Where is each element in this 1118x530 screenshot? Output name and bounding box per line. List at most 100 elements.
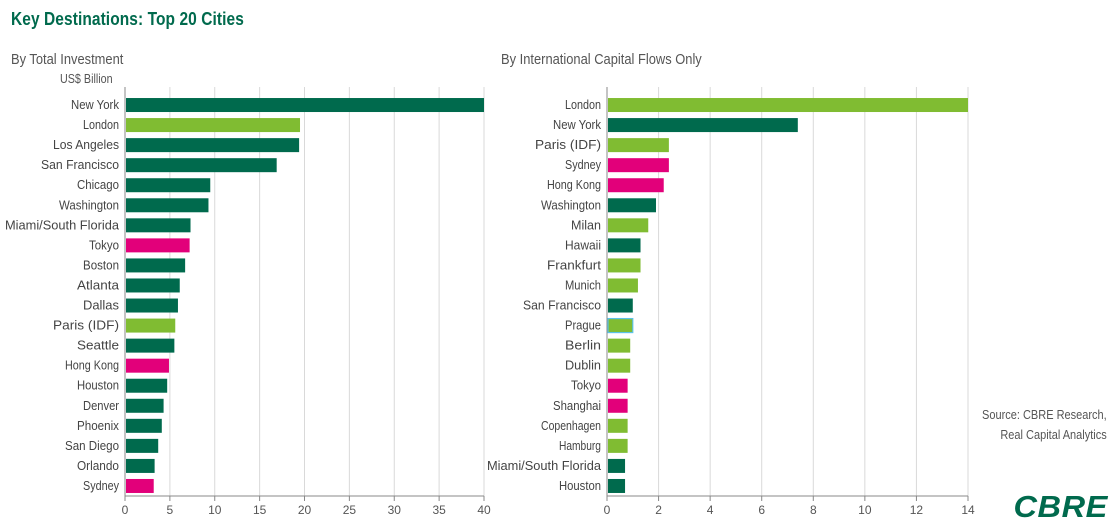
bar-0-1: [126, 118, 301, 133]
bar-0-18: [126, 458, 155, 473]
bar-1-10: [608, 298, 633, 313]
bar-1-19: [608, 478, 626, 493]
bar-1-14: [608, 378, 628, 393]
bar-0-4: [126, 178, 211, 193]
category-label: Munich: [565, 278, 601, 292]
category-label: Washington: [541, 198, 601, 212]
bar-0-15: [126, 398, 164, 413]
bar-1-7: [608, 238, 641, 253]
bar-0-11: [126, 318, 176, 333]
category-label: London: [83, 118, 119, 132]
bar-0-9: [126, 278, 180, 293]
bar-1-1: [608, 118, 798, 133]
x-tick-label: 12: [910, 503, 924, 517]
bar-0-3: [126, 158, 277, 173]
international-flows-bar-chart: 0 2 4 6 8 10 12 14 London New York Paris (IDF) Sydn…: [487, 87, 975, 517]
category-label: Copenhagen: [541, 419, 601, 433]
bar-0-19: [126, 478, 154, 493]
category-label: Milan: [571, 218, 601, 232]
category-label: San Francisco: [523, 299, 601, 313]
category-label: Paris (IDF): [535, 138, 601, 152]
bar-0-10: [126, 298, 178, 313]
bar-0-8: [126, 258, 186, 273]
bar-1-11: [607, 317, 634, 334]
bar-0-6: [126, 218, 191, 233]
bar-0-14: [126, 378, 168, 393]
category-label: Tokyo: [571, 379, 601, 393]
bar-1-6: [608, 218, 649, 233]
x-tick-label: 0: [122, 503, 129, 517]
category-label: Paris (IDF): [53, 319, 119, 333]
category-label: Phoenix: [77, 419, 120, 433]
x-tick-label: 35: [432, 503, 446, 517]
x-tick-label: 5: [167, 503, 174, 517]
category-label: Hong Kong: [547, 178, 601, 192]
category-label: Miami/South Florida: [487, 459, 601, 473]
category-label: San Diego: [65, 439, 119, 453]
total-investment-bar-chart: 0 5 10 15 20 25 30 35 40 New York London Los Angele…: [5, 87, 491, 517]
category-label: Hamburg: [559, 439, 601, 453]
bar-1-3: [608, 158, 669, 173]
category-label: Hawaii: [565, 238, 601, 252]
category-label: Dallas: [83, 299, 119, 313]
x-tick-label: 30: [388, 503, 402, 517]
category-label: Frankfurt: [547, 258, 602, 272]
bar-1-5: [608, 198, 656, 213]
category-label: San Francisco: [41, 158, 119, 172]
bar-0-12: [126, 338, 175, 353]
bar-1-0: [608, 98, 968, 113]
x-tick-label: 6: [758, 503, 765, 517]
x-tick-label: 40: [477, 503, 491, 517]
bar-0-13: [126, 358, 169, 373]
bar-0-16: [126, 418, 162, 433]
category-label: Washington: [59, 198, 119, 212]
category-label: Shanghai: [553, 399, 601, 413]
bar-1-17: [608, 438, 628, 453]
category-label: Houston: [77, 379, 119, 393]
page-title: Key Destinations: Top 20 Cities: [11, 9, 244, 29]
category-label: Atlanta: [77, 278, 119, 292]
left-chart-title: By Total Investment: [11, 51, 124, 68]
source-line-1: Source: CBRE Research,: [982, 408, 1107, 422]
left-chart-unit-label: US$ Billion: [60, 72, 113, 86]
bar-0-17: [126, 438, 159, 453]
category-label: Houston: [559, 479, 601, 493]
category-label: Berlin: [565, 339, 601, 353]
bar-1-8: [608, 258, 641, 273]
category-label: London: [565, 98, 601, 112]
category-label: New York: [71, 98, 120, 112]
category-label: Sydney: [83, 479, 120, 493]
x-tick-label: 8: [810, 503, 817, 517]
bar-0-0: [126, 98, 484, 113]
right-chart-title: By International Capital Flows Only: [501, 51, 702, 68]
x-tick-label: 2: [655, 503, 662, 517]
x-tick-label: 10: [858, 503, 872, 517]
bar-1-9: [608, 278, 638, 293]
category-label: Denver: [83, 399, 119, 413]
bar-1-16: [608, 418, 628, 433]
x-tick-label: 10: [208, 503, 222, 517]
x-tick-label: 20: [298, 503, 312, 517]
category-label: New York: [553, 118, 602, 132]
category-label: Boston: [83, 258, 119, 272]
category-label: Seattle: [77, 339, 119, 353]
category-label: Los Angeles: [53, 138, 119, 152]
category-label: Prague: [565, 319, 601, 333]
source-note: Source: CBRE Research, Real Capital Anal…: [982, 405, 1107, 445]
category-label: Tokyo: [89, 238, 119, 252]
x-tick-label: 25: [343, 503, 357, 517]
category-label: Dublin: [565, 359, 601, 373]
x-tick-label: 4: [707, 503, 714, 517]
x-tick-label: 0: [604, 503, 611, 517]
bar-1-12: [608, 338, 631, 353]
bar-1-4: [608, 178, 664, 193]
category-label: Miami/South Florida: [5, 218, 119, 232]
bar-0-7: [126, 238, 190, 253]
source-line-2: Real Capital Analytics: [1000, 428, 1107, 442]
category-label: Hong Kong: [65, 359, 119, 373]
cbre-logo: CBRE: [1013, 489, 1108, 524]
bar-1-13: [608, 358, 631, 373]
category-label: Sydney: [565, 158, 602, 172]
category-label: Chicago: [77, 178, 119, 192]
bar-1-2: [608, 138, 669, 153]
